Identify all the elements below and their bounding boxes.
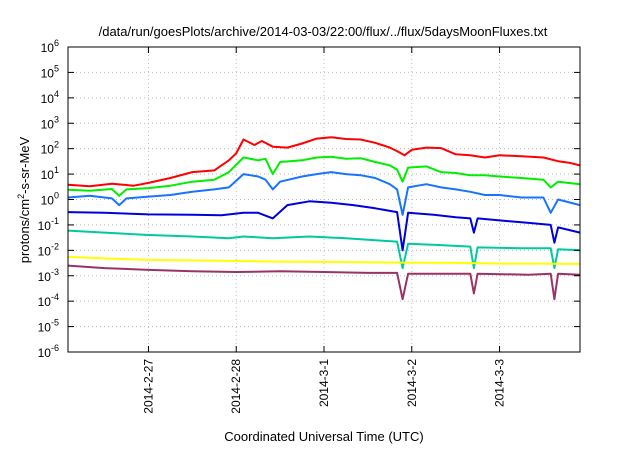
y-tick-label: 10-6 <box>38 343 59 360</box>
grid <box>68 47 580 352</box>
series-line-4 <box>67 200 581 252</box>
y-axis: 10-6 10-5 10-4 10-3 10-2 10-1 100 101 102 103 104 1… <box>38 38 580 360</box>
y-tick-label: 100 <box>41 191 59 208</box>
x-tick-label: 2014-2-28 <box>229 359 243 414</box>
y-axis-label-superscript: 2 <box>16 194 26 199</box>
y-tick-label: 10-5 <box>38 318 59 335</box>
y-tick-label: 101 <box>41 165 59 182</box>
y-tick-label: 10-1 <box>38 216 59 233</box>
y-tick-label: 10-3 <box>38 267 59 284</box>
x-tick-label: 2014-3-1 <box>317 359 331 407</box>
y-tick-label: 102 <box>41 140 59 157</box>
x-tick-label: 2014-3-2 <box>405 359 419 407</box>
series-line-7 <box>67 264 581 301</box>
series-line-3 <box>67 171 581 216</box>
x-axis-label: Coordinated Universal Time (UTC) <box>224 429 423 444</box>
x-axis: 2014-2-27 2014-2-28 2014-3-1 2014-3-2 2014-3… <box>141 47 507 414</box>
y-axis-label-main: protons/cm <box>17 199 32 263</box>
series-line-1 <box>67 136 581 188</box>
x-tick-label: 2014-2-27 <box>141 359 155 414</box>
y-tick-label: 105 <box>41 63 59 80</box>
y-tick-label: 103 <box>41 114 59 131</box>
y-axis-label-suffix: -s-sr-MeV <box>17 136 32 193</box>
x-tick-label: 2014-3-3 <box>493 359 507 407</box>
series-line-5 <box>67 229 581 270</box>
series-line-6 <box>67 255 581 265</box>
y-tick-label: 10-2 <box>38 241 59 258</box>
y-tick-label: 10-4 <box>38 292 59 309</box>
series-line-2 <box>67 155 581 197</box>
y-tick-label: 106 <box>41 38 59 55</box>
y-axis-label: protons/cm2-s-sr-MeV <box>16 136 32 263</box>
y-tick-label: 104 <box>41 89 59 106</box>
series-layer <box>67 136 581 301</box>
chart-title: /data/run/goesPlots/archive/2014-03-03/2… <box>99 24 548 39</box>
